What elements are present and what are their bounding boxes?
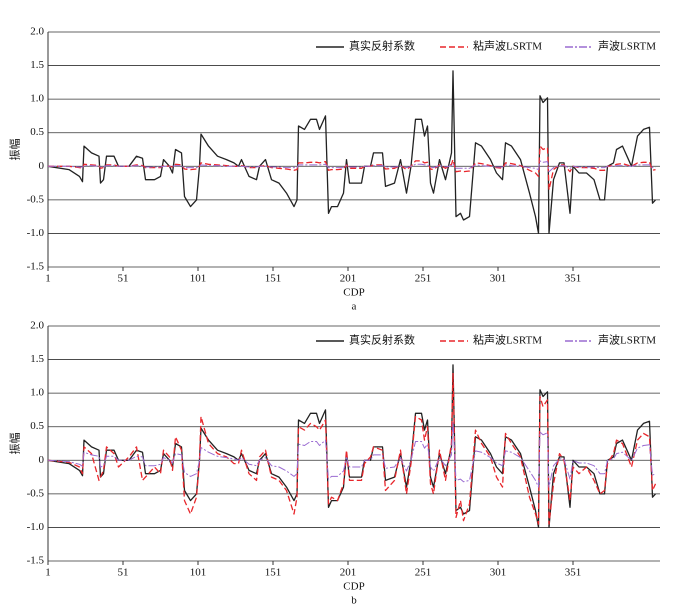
- y-tick-label: 0.5: [30, 126, 44, 138]
- y-axis-label: 振幅: [8, 433, 22, 455]
- y-tick-label: -0.5: [27, 193, 45, 205]
- y-axis-label: 振幅: [8, 139, 22, 161]
- series-line: [47, 421, 656, 488]
- y-tick-label: 1.5: [30, 353, 44, 365]
- x-tick-label: 351: [565, 567, 582, 579]
- x-axis-label: CDP: [343, 581, 364, 593]
- x-tick-label: 51: [118, 567, 129, 579]
- y-tick-label: 1.0: [30, 387, 44, 399]
- x-tick-label: 251: [415, 273, 432, 285]
- legend-label: 粘声波LSRTM: [473, 39, 542, 53]
- series-line: [47, 70, 656, 235]
- y-tick-label: -1.5: [27, 261, 45, 273]
- x-tick-label: 51: [118, 273, 129, 285]
- legend-label: 真实反射系数: [349, 39, 415, 53]
- x-tick-label: 301: [490, 273, 507, 285]
- legend-label: 真实反射系数: [349, 333, 415, 347]
- y-tick-label: 0: [39, 454, 45, 466]
- y-tick-label: 2.0: [30, 26, 44, 38]
- x-tick-label: 1: [45, 273, 51, 285]
- legend-label: 粘声波LSRTM: [473, 333, 542, 347]
- x-tick-label: 151: [265, 273, 282, 285]
- x-tick-label: 101: [190, 273, 207, 285]
- x-tick-label: 201: [340, 273, 357, 285]
- x-tick-label: 351: [565, 273, 582, 285]
- y-tick-label: -0.5: [27, 487, 45, 499]
- y-tick-label: -1.0: [27, 521, 45, 533]
- y-tick-label: 1.0: [30, 93, 44, 105]
- series-line: [48, 145, 656, 191]
- y-tick-label: 0.5: [30, 420, 44, 432]
- y-tick-label: 1.5: [30, 59, 44, 71]
- x-tick-label: 301: [490, 567, 507, 579]
- x-tick-label: 251: [415, 567, 432, 579]
- series-line: [48, 160, 656, 173]
- y-tick-label: -1.0: [27, 227, 45, 239]
- legend-label: 声波LSRTM: [598, 333, 656, 347]
- series-line: [47, 372, 657, 525]
- x-tick-label: 151: [265, 567, 282, 579]
- panel-label: b: [351, 595, 357, 607]
- y-tick-label: 0: [39, 160, 45, 172]
- y-tick-label: -1.5: [27, 555, 45, 567]
- panel-label: a: [352, 301, 357, 313]
- x-tick-label: 101: [190, 567, 207, 579]
- x-tick-label: 1: [45, 567, 51, 579]
- x-tick-label: 201: [340, 567, 357, 579]
- legend-label: 声波LSRTM: [598, 39, 656, 53]
- x-axis-label: CDP: [343, 287, 364, 299]
- series-line: [47, 364, 656, 529]
- y-tick-label: 2.0: [30, 320, 44, 332]
